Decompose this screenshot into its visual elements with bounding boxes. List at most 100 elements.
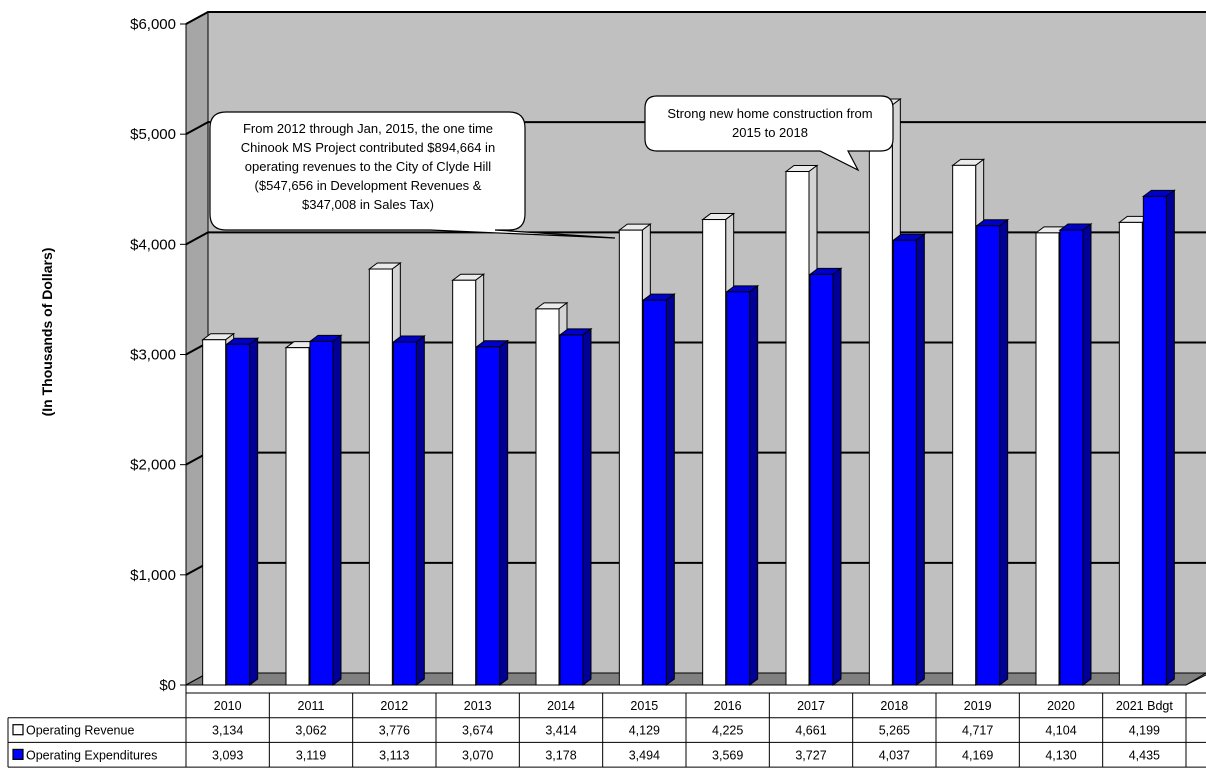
bar-side-face bbox=[915, 233, 925, 686]
bar-expenditure-2010 bbox=[225, 337, 260, 687]
category-label: 2013 bbox=[464, 699, 492, 713]
table-value: 3,569 bbox=[712, 748, 743, 762]
bar-expenditure-2014 bbox=[558, 327, 593, 686]
table-value: 3,113 bbox=[379, 748, 409, 762]
table-value: 4,104 bbox=[1045, 724, 1076, 738]
table-value: 4,037 bbox=[879, 748, 910, 762]
bar-expenditure-2017 bbox=[808, 267, 843, 686]
bar-side-face bbox=[582, 327, 592, 686]
table-value: 4,199 bbox=[1129, 724, 1160, 738]
table-value: 4,661 bbox=[795, 724, 826, 738]
bar-expenditure-2011 bbox=[308, 334, 343, 686]
annotation-text-line: $347,008 in Sales Tax) bbox=[302, 197, 434, 212]
legend-revenue: Operating Revenue bbox=[12, 724, 134, 738]
bar-side-face bbox=[415, 335, 425, 686]
annotation-callout-1: From 2012 through Jan, 2015, the one tim… bbox=[209, 111, 616, 239]
category-label: 2012 bbox=[380, 699, 408, 713]
bar-front-face bbox=[785, 171, 810, 686]
bar-front-face bbox=[392, 341, 417, 686]
bar-expenditure-2012 bbox=[391, 335, 426, 686]
annotation-text-line: operating revenues to the City of Clyde … bbox=[245, 159, 492, 174]
bar-expenditure-2021-bdgt bbox=[1141, 189, 1176, 686]
annotation-text-line: From 2012 through Jan, 2015, the one tim… bbox=[243, 121, 493, 136]
bar-front-face bbox=[559, 334, 584, 686]
category-label: 2015 bbox=[630, 699, 658, 713]
legend-label: Operating Expenditures bbox=[26, 748, 157, 762]
bar-front-face bbox=[226, 343, 251, 686]
bar-side-face bbox=[1082, 223, 1092, 686]
y-tick-label: $0 bbox=[159, 677, 176, 694]
table-value: 4,129 bbox=[629, 724, 660, 738]
bar-front-face bbox=[809, 273, 834, 686]
table-value: 3,776 bbox=[379, 724, 410, 738]
table-value: 4,225 bbox=[712, 724, 743, 738]
y-tick-label: $3,000 bbox=[130, 347, 176, 364]
table-value: 4,130 bbox=[1045, 748, 1076, 762]
bar-front-face bbox=[1059, 229, 1084, 686]
bar-front-face bbox=[476, 346, 501, 686]
category-label: 2017 bbox=[797, 699, 825, 713]
bar-side-face bbox=[999, 218, 1009, 686]
table-rule bbox=[1185, 672, 1206, 686]
bar-front-face bbox=[285, 347, 310, 686]
bar-side-face bbox=[832, 267, 842, 686]
bar-side-face bbox=[1165, 189, 1175, 686]
bar-front-face bbox=[868, 104, 893, 686]
table-value: 3,119 bbox=[296, 748, 326, 762]
bar-front-face bbox=[976, 225, 1001, 686]
bar-expenditure-2018 bbox=[891, 233, 926, 686]
legend-swatch bbox=[12, 748, 24, 761]
category-label: 2021 Bdgt bbox=[1116, 699, 1174, 713]
annotation-text-line: Strong new home construction from bbox=[667, 106, 872, 121]
table-value: 3,093 bbox=[212, 748, 243, 762]
bar-side-face bbox=[749, 284, 759, 686]
y-axis-label: (In Thousands of Dollars) bbox=[39, 248, 55, 417]
category-label: 2020 bbox=[1047, 699, 1075, 713]
bar-front-face bbox=[892, 239, 917, 686]
bar-front-face bbox=[535, 308, 560, 686]
bar-expenditure-2019 bbox=[975, 218, 1010, 686]
annotation-callout-2: Strong new home construction from 2015 to… bbox=[644, 95, 894, 172]
category-label: 2018 bbox=[880, 699, 908, 713]
callout-bubble bbox=[209, 111, 616, 239]
table-value: 3,494 bbox=[629, 748, 660, 762]
category-label: 2014 bbox=[547, 699, 575, 713]
category-label: 2010 bbox=[214, 699, 242, 713]
bar-front-face bbox=[702, 219, 727, 686]
table-value: 3,414 bbox=[545, 724, 576, 738]
table-value: 4,717 bbox=[962, 724, 993, 738]
bar-expenditure-2013 bbox=[475, 339, 510, 686]
bar-expenditure-2015 bbox=[641, 293, 676, 686]
bar-side-face bbox=[332, 334, 342, 686]
bar-front-face bbox=[1118, 221, 1143, 686]
annotation-text-line: Chinook MS Project contributed $894,664 … bbox=[241, 140, 495, 155]
table-value: 3,674 bbox=[462, 724, 493, 738]
bar-expenditure-2020 bbox=[1058, 223, 1093, 686]
gridline bbox=[185, 11, 1206, 25]
table-value: 3,178 bbox=[545, 748, 576, 762]
bar-front-face bbox=[309, 340, 334, 686]
y-tick-label: $5,000 bbox=[130, 126, 176, 143]
table-value: 4,435 bbox=[1129, 748, 1160, 762]
table-value: 3,727 bbox=[795, 748, 826, 762]
bar-front-face bbox=[1035, 232, 1060, 686]
bar-side-face bbox=[499, 339, 509, 686]
category-label: 2016 bbox=[714, 699, 742, 713]
category-label: 2011 bbox=[298, 699, 325, 713]
legend-swatch bbox=[12, 724, 24, 736]
y-tick-label: $1,000 bbox=[130, 567, 176, 584]
table-value: 3,134 bbox=[212, 724, 243, 738]
category-label: 2019 bbox=[964, 699, 992, 713]
plot-floor bbox=[185, 672, 1206, 686]
table-value: 3,070 bbox=[462, 748, 493, 762]
annotation-text-line: ($547,656 in Development Revenues & bbox=[255, 178, 482, 193]
callout-bubble bbox=[644, 95, 894, 172]
bar-front-face bbox=[368, 268, 393, 686]
legend-label: Operating Revenue bbox=[26, 724, 134, 738]
bar-front-face bbox=[452, 279, 477, 686]
bar-front-face bbox=[1142, 195, 1167, 686]
legend-expenditure: Operating Expenditures bbox=[12, 748, 157, 762]
bar-front-face bbox=[952, 164, 977, 686]
